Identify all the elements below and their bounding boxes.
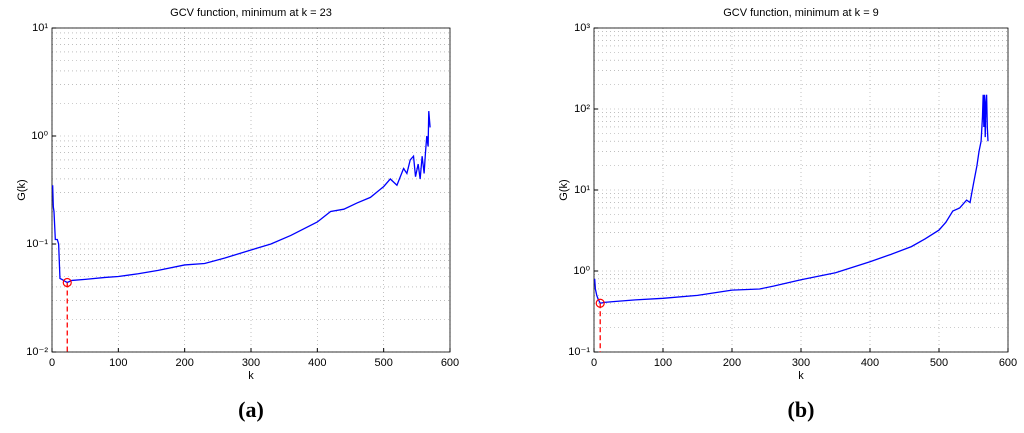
chart-title: GCV function, minimum at k = 9	[723, 7, 879, 19]
y-tick-label: 10⁻²	[26, 346, 48, 358]
x-tick-label: 400	[308, 357, 326, 369]
y-tick-label: 10⁻¹	[568, 346, 590, 358]
x-tick-label: 300	[792, 357, 810, 369]
y-tick-label: 10⁰	[31, 130, 48, 142]
panel-label: (b)	[788, 397, 815, 422]
y-axis-label: G(k)	[16, 179, 28, 200]
x-tick-label: 200	[723, 357, 741, 369]
y-tick-label: 10³	[574, 22, 590, 34]
x-tick-label: 600	[441, 357, 459, 369]
y-tick-label: 10⁻¹	[26, 238, 48, 250]
chart-title: GCV function, minimum at k = 23	[170, 7, 332, 19]
y-tick-label: 10¹	[32, 22, 48, 34]
minimum-marker	[595, 298, 605, 308]
x-tick-label: 500	[374, 357, 392, 369]
data-line	[594, 94, 989, 304]
y-axis-label: G(k)	[558, 179, 570, 200]
x-axis-label: k	[248, 370, 254, 382]
axes-box	[51, 27, 451, 353]
data-line	[52, 111, 431, 284]
x-tick-label: 400	[861, 357, 879, 369]
x-tick-label: 100	[654, 357, 672, 369]
y-tick-label: 10²	[574, 103, 590, 115]
x-tick-label: 500	[930, 357, 948, 369]
subplot: 0 100 200 300 400 500 600 10⁻¹ 10⁰ 10¹ 10² 10³ GCV f…	[558, 7, 1017, 422]
panel-label: (a)	[238, 397, 264, 422]
x-tick-label: 200	[175, 357, 193, 369]
x-tick-label: 100	[109, 357, 127, 369]
x-tick-label: 300	[242, 357, 260, 369]
x-tick-label: 0	[591, 357, 597, 369]
minimum-marker	[62, 277, 72, 288]
y-tick-label: 10⁰	[573, 265, 590, 277]
axes-box	[593, 27, 1009, 353]
x-axis-label: k	[798, 370, 804, 382]
x-tick-label: 600	[999, 357, 1017, 369]
y-tick-label: 10¹	[574, 184, 590, 196]
x-tick-label: 0	[49, 357, 55, 369]
subplot: 0 100 200 300 400 500 600 10⁻² 10⁻¹ 10⁰ 10¹ GCV fun…	[16, 7, 459, 422]
